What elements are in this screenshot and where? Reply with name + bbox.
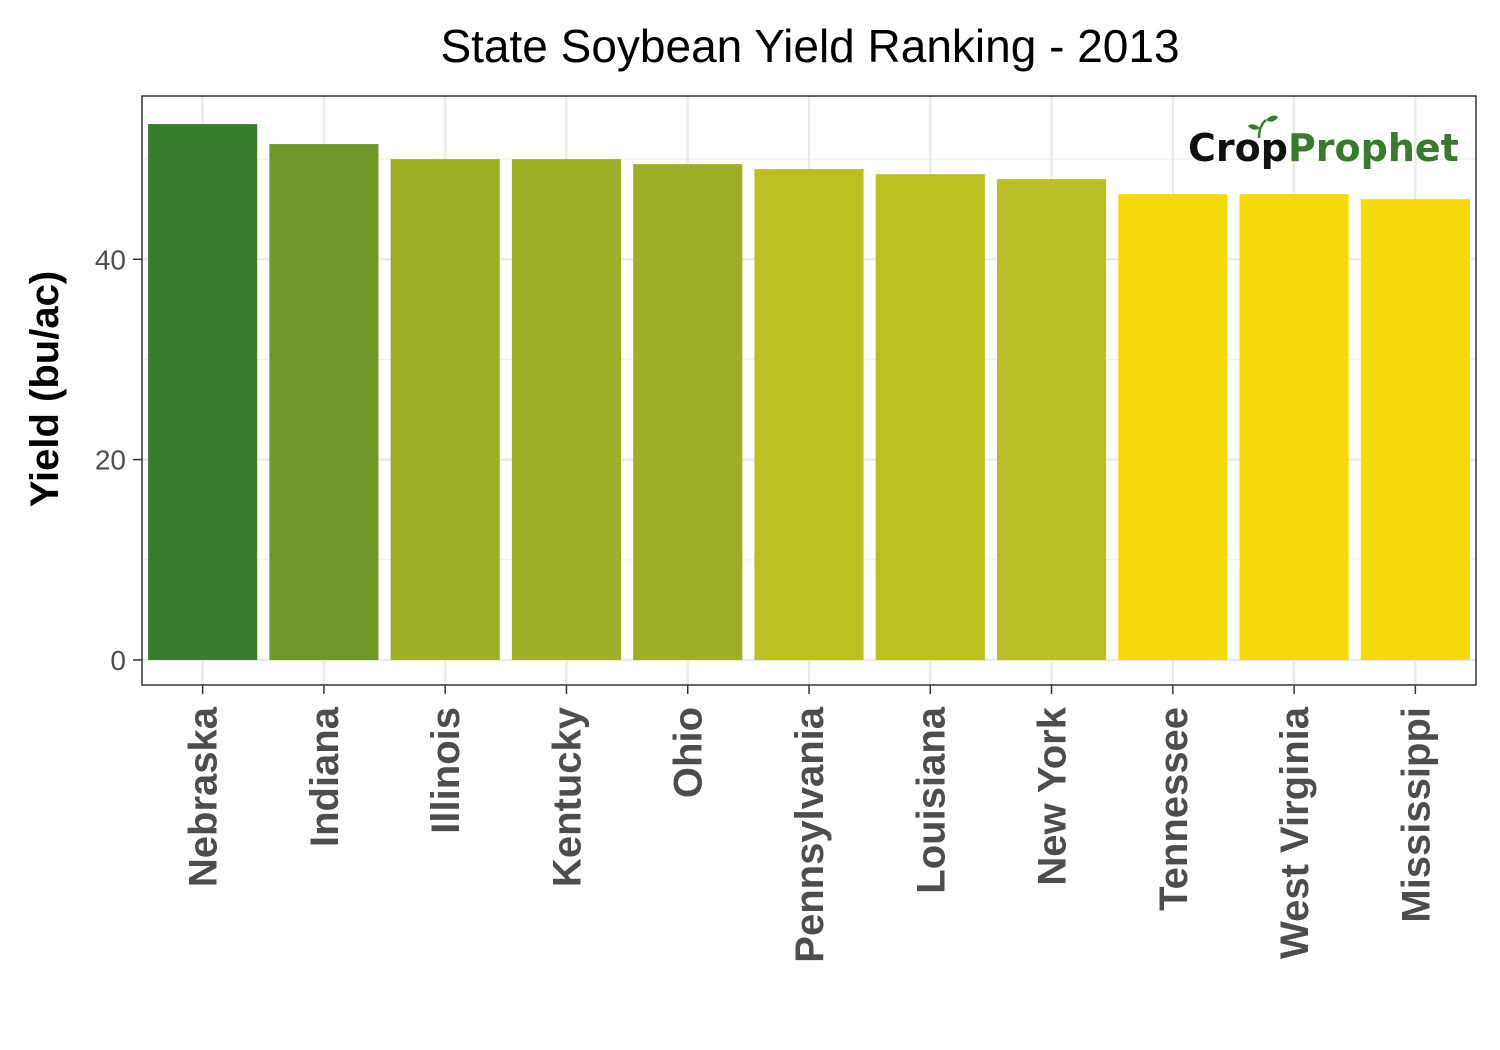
x-tick-label: Illinois xyxy=(424,707,468,834)
bar-tennessee xyxy=(1118,194,1228,660)
bar-mississippi xyxy=(1360,199,1470,660)
cropprophet-logo: CropProphet xyxy=(1188,115,1459,170)
y-axis-label: Yield (bu/ac) xyxy=(23,271,67,507)
logo-crop-o: o xyxy=(1235,126,1261,170)
x-tick-label: Louisiana xyxy=(909,706,953,893)
bar-louisiana xyxy=(875,174,985,660)
bar-new-york xyxy=(996,179,1107,660)
x-tick-label: Mississippi xyxy=(1394,707,1438,923)
svg-text:CropProphet: CropProphet xyxy=(1188,126,1459,170)
y-tick-label: 0 xyxy=(110,645,126,676)
logo-crop-p: p xyxy=(1261,126,1288,170)
x-tick-label: Tennessee xyxy=(1152,707,1196,911)
x-tick-label: West Virginia xyxy=(1273,706,1317,959)
bar-kentucky xyxy=(511,159,622,660)
y-axis: 0 20 40 xyxy=(95,244,142,676)
bars xyxy=(148,124,1470,660)
bar-west-virginia xyxy=(1239,194,1349,660)
bar-pennsylvania xyxy=(754,169,864,660)
x-tick-label: Kentucky xyxy=(545,706,589,887)
logo-crop-text: Cr xyxy=(1188,126,1235,170)
x-tick-label: Ohio xyxy=(667,707,711,798)
x-tick-label: Nebraska xyxy=(182,706,226,887)
chart-title: State Soybean Yield Ranking - 2013 xyxy=(440,20,1179,72)
x-tick-label: Pennsylvania xyxy=(788,706,832,962)
y-tick-label: 20 xyxy=(95,445,126,476)
bar-ohio xyxy=(633,164,743,660)
bar-indiana xyxy=(269,144,379,660)
bar-nebraska xyxy=(148,124,258,660)
x-tick-label: New York xyxy=(1031,706,1075,885)
sprout-icon xyxy=(1248,115,1278,139)
x-axis: Nebraska Indiana Illinois Kentucky Ohio Penns… xyxy=(182,685,1438,963)
logo-prophet-text: Prophet xyxy=(1288,126,1459,170)
x-tick-label: Indiana xyxy=(303,706,347,847)
bar-illinois xyxy=(390,159,500,660)
y-tick-label: 40 xyxy=(95,244,126,275)
